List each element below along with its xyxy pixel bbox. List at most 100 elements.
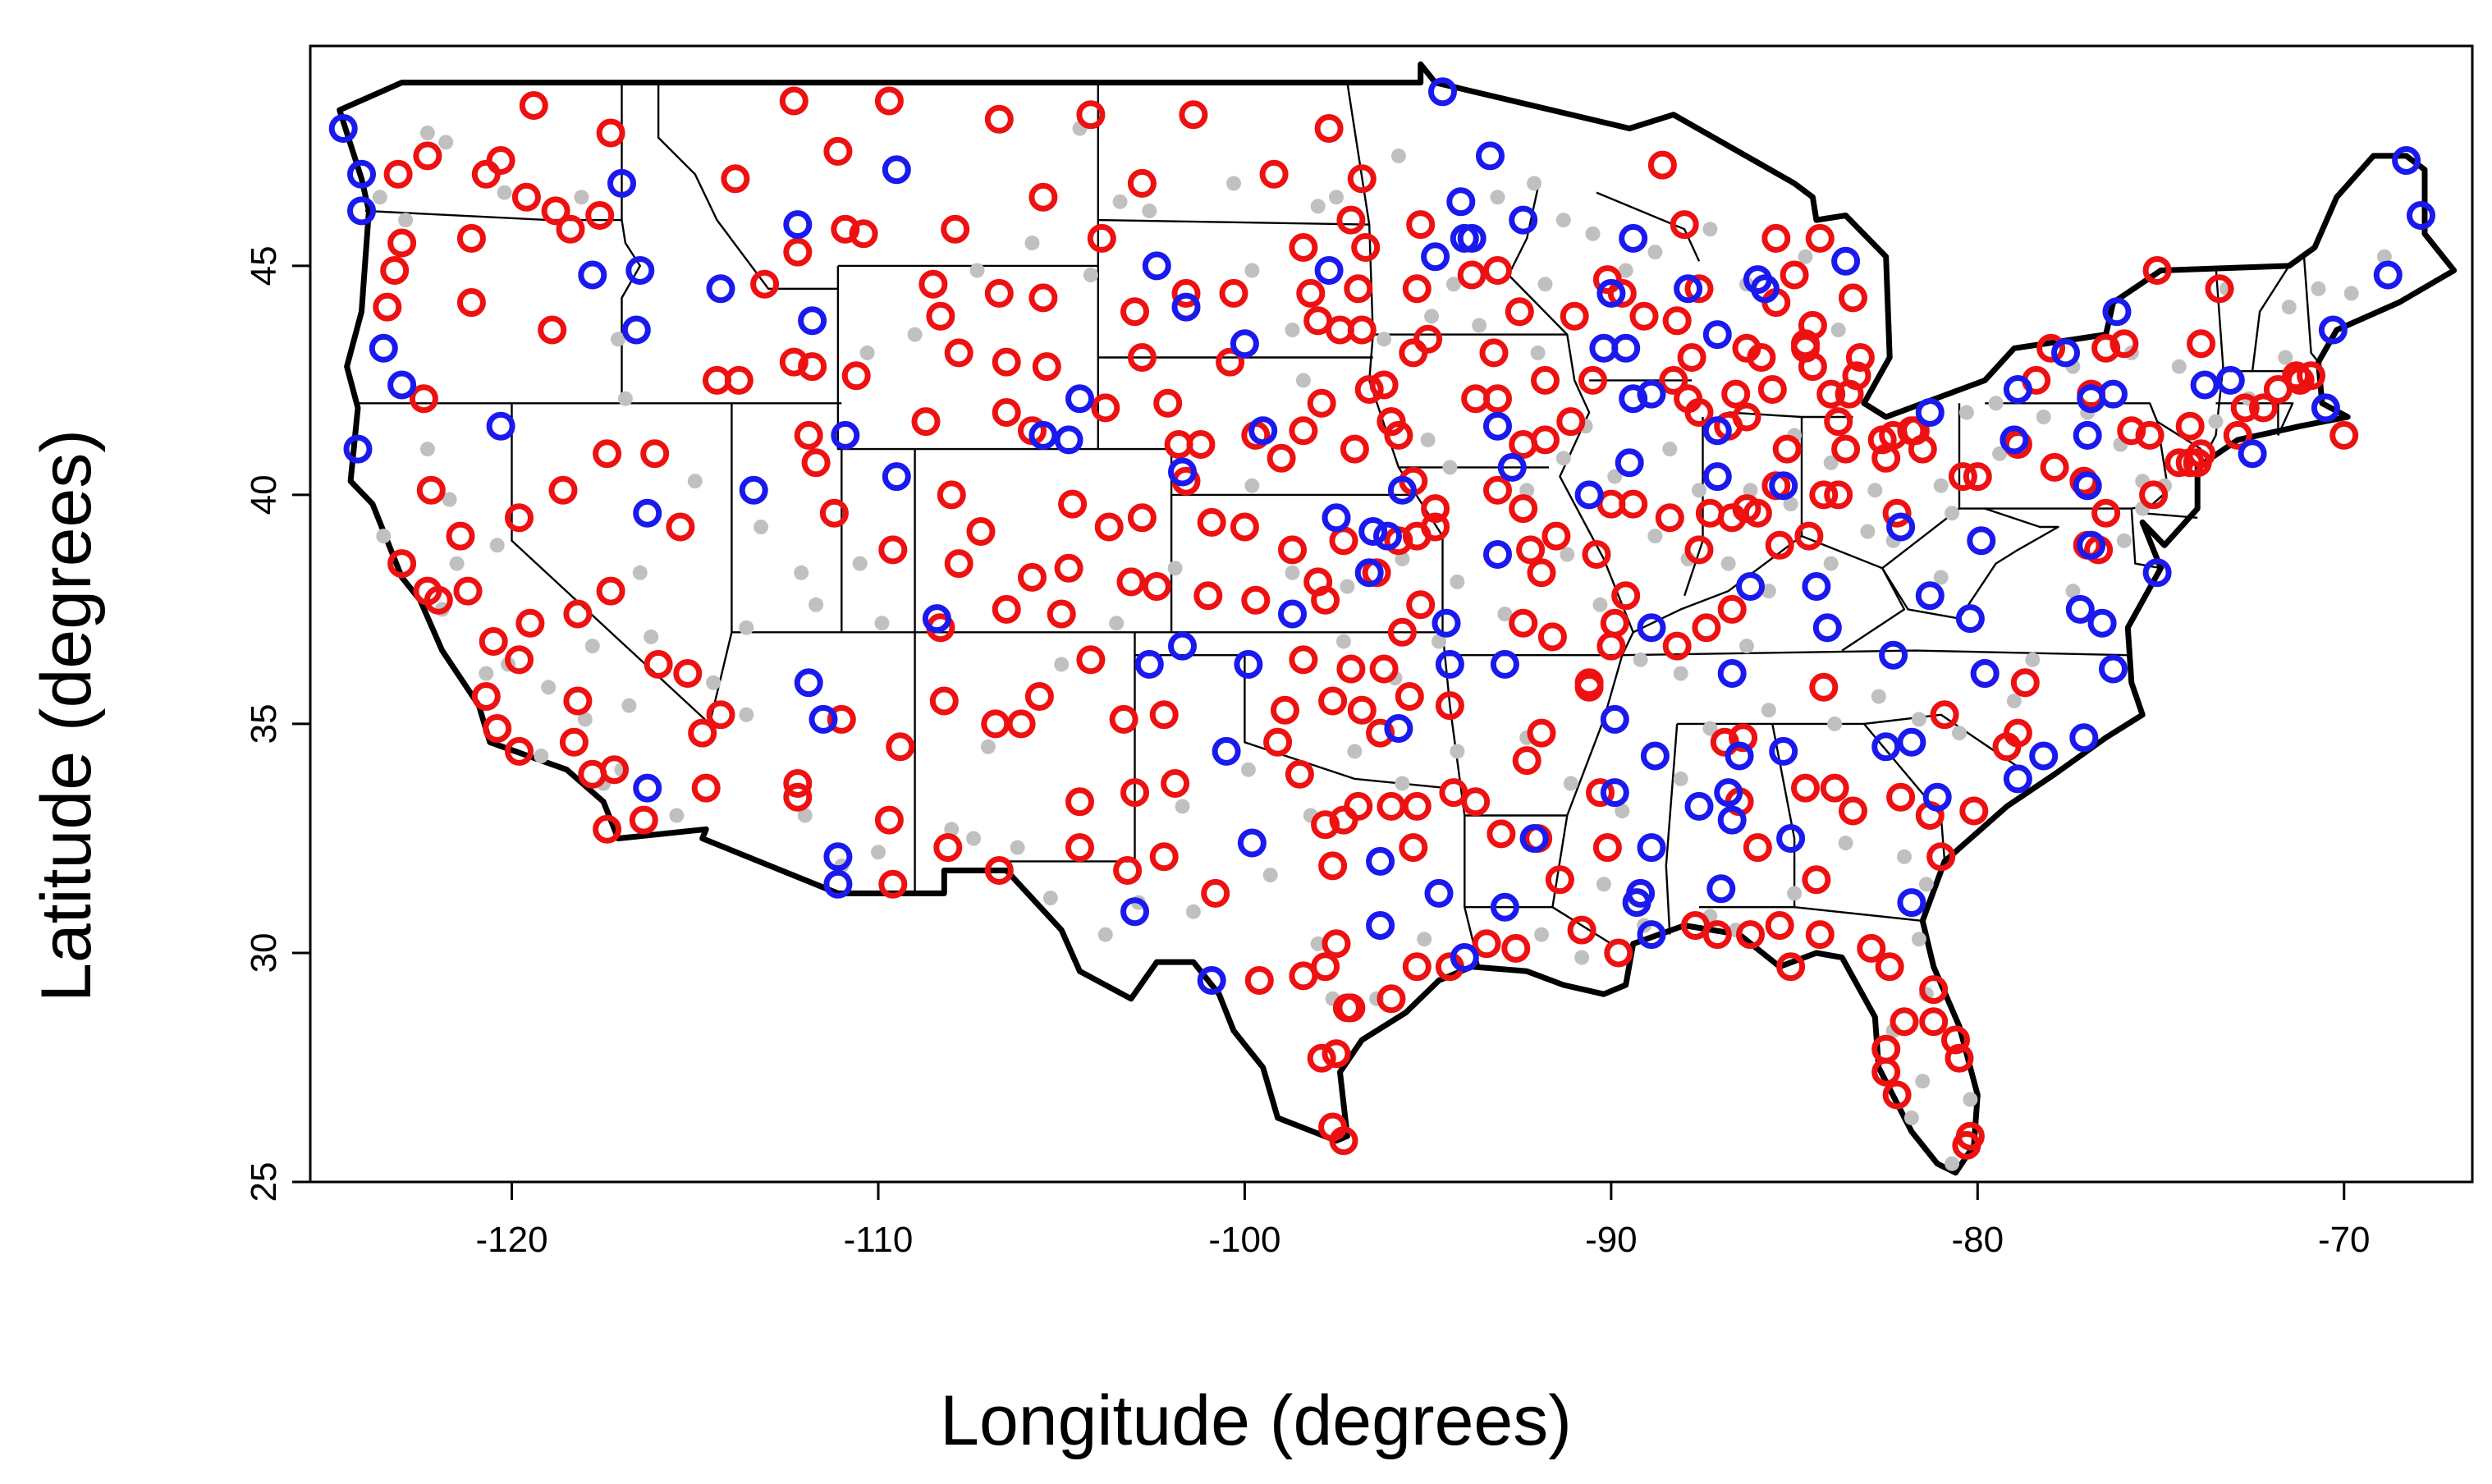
blue-station-point xyxy=(387,370,417,400)
gray-station-point xyxy=(479,666,494,681)
blue-station-point xyxy=(1424,878,1454,908)
red-station-point xyxy=(1377,407,1406,437)
blue-station-point xyxy=(1706,874,1736,904)
red-station-point xyxy=(1556,407,1586,437)
blue-station-point xyxy=(633,773,662,803)
red-station-point xyxy=(505,503,534,533)
gray-station-point xyxy=(797,808,813,823)
blue-station-point xyxy=(2392,146,2421,175)
red-station-point xyxy=(538,315,567,345)
red-station-point xyxy=(1729,723,1758,753)
blue-station-point xyxy=(1314,256,1344,285)
gray-station-point xyxy=(1112,194,1128,209)
blue-station-point xyxy=(1637,613,1666,643)
red-station-point xyxy=(505,736,534,766)
state-border xyxy=(1170,494,1443,634)
red-station-point xyxy=(783,782,813,812)
gray-station-point xyxy=(1555,213,1571,228)
red-station-point xyxy=(1058,489,1088,519)
blue-station-point xyxy=(1509,205,1538,235)
red-station-point xyxy=(1395,682,1424,711)
red-station-point xyxy=(1596,631,1626,661)
gray-station-point xyxy=(1534,927,1549,942)
red-station-point xyxy=(1028,182,1058,212)
blue-station-point xyxy=(347,196,376,226)
red-station-point xyxy=(1545,865,1574,895)
blue-station-point xyxy=(1197,966,1226,995)
state-border xyxy=(1665,723,1679,935)
gray-station-point xyxy=(1097,927,1113,942)
gray-station-point xyxy=(1537,277,1553,292)
red-station-point xyxy=(1757,375,1787,404)
red-station-point xyxy=(1161,769,1190,798)
red-station-point xyxy=(1816,379,1846,409)
blue-station-point xyxy=(1142,251,1171,281)
red-station-point xyxy=(1662,306,1692,336)
red-station-point xyxy=(1512,746,1541,776)
blue-station-point xyxy=(1831,246,1861,276)
blue-station-point xyxy=(1640,741,1670,771)
x-tick-label: -110 xyxy=(844,1220,914,1260)
red-station-point xyxy=(2164,448,2194,478)
red-station-point xyxy=(706,700,735,730)
red-station-point xyxy=(1582,540,1611,569)
red-station-point xyxy=(1171,278,1201,308)
red-station-point xyxy=(1142,572,1171,601)
blue-station-point xyxy=(621,315,651,345)
gray-station-point xyxy=(419,126,435,140)
gray-station-point xyxy=(1340,579,1355,594)
blue-station-point xyxy=(2318,315,2348,345)
gray-station-point xyxy=(1673,771,1688,786)
red-station-point xyxy=(1659,365,1688,395)
blue-station-point xyxy=(794,668,823,698)
red-station-point xyxy=(1120,778,1149,808)
blue-station-point xyxy=(1714,778,1743,808)
red-station-point xyxy=(409,384,438,414)
red-station-point xyxy=(1791,333,1820,363)
blue-station-point xyxy=(1637,379,1666,409)
blue-station-point xyxy=(2087,608,2117,638)
blue-station-point xyxy=(1725,741,1754,771)
red-station-point xyxy=(1076,100,1106,130)
gray-station-point xyxy=(2376,249,2392,264)
gray-station-point xyxy=(1285,565,1300,580)
red-station-point xyxy=(1402,952,1432,982)
gray-station-point xyxy=(438,135,454,150)
gray-station-point xyxy=(2278,350,2293,365)
red-station-point xyxy=(1322,929,1351,959)
red-station-point xyxy=(1402,274,1432,304)
blue-station-point xyxy=(1600,704,1629,734)
gray-station-point xyxy=(489,538,505,553)
red-station-point xyxy=(424,585,453,615)
red-station-point xyxy=(1289,233,1318,262)
red-station-point xyxy=(2142,256,2172,285)
gray-station-point xyxy=(419,442,435,457)
red-station-point xyxy=(486,146,515,175)
red-station-point xyxy=(1505,297,1534,327)
red-station-point xyxy=(1230,512,1259,542)
red-station-point xyxy=(2003,718,2032,748)
gray-station-point xyxy=(1615,804,1630,818)
gray-station-point xyxy=(398,213,414,228)
blue-station-point xyxy=(1366,846,1395,876)
gray-station-point xyxy=(1918,877,1934,892)
gray-station-point xyxy=(2171,359,2187,374)
blue-station-point xyxy=(1234,649,1263,679)
red-station-point xyxy=(1721,379,1751,409)
blue-station-point xyxy=(2073,471,2102,501)
red-station-point xyxy=(563,599,593,629)
blue-station-point xyxy=(1955,604,1985,634)
gray-station-point xyxy=(809,597,824,612)
red-station-point xyxy=(559,727,589,757)
gray-station-point xyxy=(1585,226,1601,241)
red-station-point xyxy=(823,136,853,166)
blue-station-point xyxy=(882,155,911,185)
gray-station-point xyxy=(859,345,875,360)
data-points xyxy=(328,77,2435,1171)
red-station-point xyxy=(1354,375,1384,404)
red-station-point xyxy=(413,141,442,171)
gray-station-point xyxy=(1395,552,1410,566)
red-station-point xyxy=(1780,260,1809,290)
red-station-point xyxy=(1336,205,1366,235)
gray-station-point xyxy=(1618,263,1633,278)
